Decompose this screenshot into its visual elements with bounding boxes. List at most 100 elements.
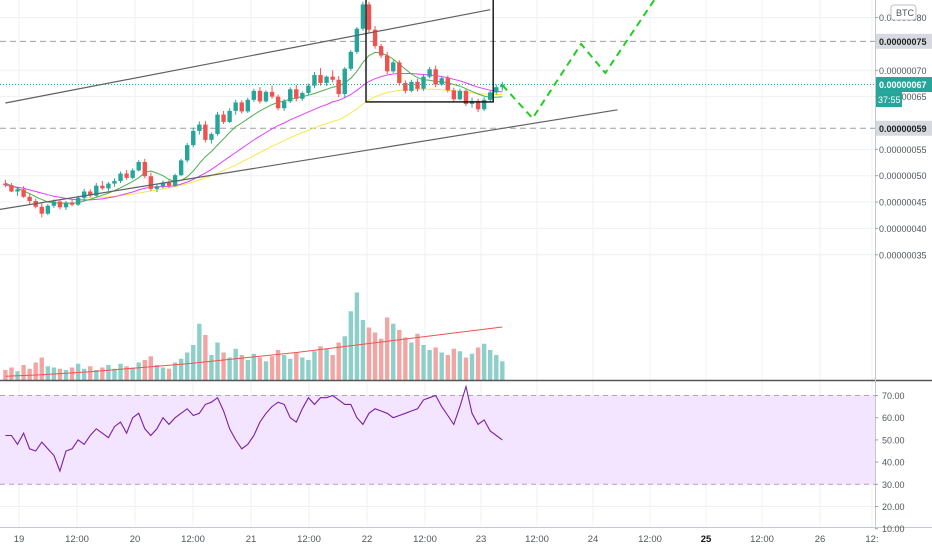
candle — [94, 183, 99, 197]
countdown-background — [876, 92, 902, 108]
time-tick-label: 12:00 — [65, 534, 89, 545]
candle — [57, 200, 63, 210]
time-tick-label: 24 — [588, 534, 599, 545]
drawings[interactable] — [0, 0, 691, 211]
volume-bar — [185, 352, 190, 380]
candle — [245, 97, 250, 113]
candle — [397, 60, 402, 86]
candle — [409, 79, 414, 93]
rsi-indicator — [5, 384, 503, 473]
candle — [215, 111, 220, 136]
candle — [112, 178, 117, 187]
candle-body — [221, 114, 226, 122]
candle-body — [488, 92, 493, 100]
volume-bar — [94, 370, 99, 380]
candle-body — [75, 197, 81, 205]
candle — [106, 182, 111, 191]
volume-bar — [57, 368, 63, 380]
time-tick-label: 12:00 — [181, 534, 205, 545]
volume-bar — [318, 346, 323, 380]
candle-body — [172, 175, 178, 186]
candle-body — [166, 182, 172, 186]
candle — [312, 71, 317, 89]
candle-body — [178, 160, 184, 176]
candle-body — [366, 4, 372, 30]
volume-bar — [154, 365, 160, 380]
candle-body — [57, 201, 63, 208]
volume-bar — [342, 336, 347, 380]
candle — [433, 65, 438, 88]
volume-bar — [275, 350, 281, 380]
candle — [27, 194, 32, 205]
candle — [227, 108, 232, 123]
moving-averages — [0, 40, 875, 377]
candle-body — [348, 51, 354, 69]
volume-bar — [421, 345, 426, 380]
volume-bar — [251, 353, 257, 380]
candle-body — [318, 75, 323, 83]
level-price-badge: 0.00000075 — [876, 33, 932, 49]
volume-bar — [142, 360, 147, 380]
volume-bar — [33, 362, 38, 380]
bar-countdown: 37:55 — [876, 92, 902, 108]
volume-bar — [372, 332, 378, 380]
candle-body — [312, 75, 317, 86]
candle — [69, 199, 75, 207]
candle-body — [185, 145, 190, 161]
candle-body — [294, 89, 299, 99]
volume-bar — [457, 351, 463, 380]
volume-bar — [45, 366, 51, 380]
candle — [288, 87, 293, 103]
candle — [233, 99, 238, 115]
candle-body — [403, 82, 408, 91]
candle — [88, 189, 93, 198]
rsi-tick-label: 30.00 — [882, 480, 905, 490]
candle — [9, 183, 14, 193]
candle — [354, 27, 360, 54]
candle — [306, 83, 311, 96]
price-badge-background — [876, 77, 932, 93]
candle — [281, 99, 287, 111]
candle-body — [245, 99, 250, 112]
candle-body — [342, 68, 347, 95]
candle — [378, 43, 384, 59]
candle-body — [372, 29, 378, 47]
candle-body — [427, 69, 432, 77]
volume-bar — [469, 353, 475, 380]
volume-bar — [415, 333, 420, 380]
price-badge-background — [876, 120, 932, 136]
volume-bar — [463, 357, 469, 380]
candle-body — [81, 191, 87, 198]
time-tick-label: 12:00 — [413, 534, 437, 545]
candle — [403, 80, 408, 94]
rsi-tick-label: 20.00 — [882, 502, 905, 512]
candle-body — [100, 185, 105, 189]
candle-body — [288, 89, 293, 102]
candle-body — [233, 102, 238, 111]
candle — [469, 97, 475, 108]
price-tick-label: 0.00000040 — [879, 224, 927, 234]
volume-bar — [148, 356, 154, 380]
candle-body — [39, 206, 44, 214]
price-axis[interactable]: 0.000001000.000000950.000000900.00000085… — [875, 0, 932, 534]
candle-body — [336, 79, 341, 95]
candle-body — [330, 76, 335, 80]
time-axis[interactable]: 19 12:00 20 12:00 21 12:00 22 12:00 23 12:00 24 12:… — [14, 534, 879, 545]
time-tick-label: 12: — [865, 534, 878, 545]
volume-bar — [27, 368, 32, 380]
candle — [415, 78, 420, 92]
volume-bar — [366, 327, 372, 380]
candles[interactable] — [3, 1, 505, 218]
rsi-overbought-oversold-band — [0, 395, 875, 485]
volume-bar — [209, 355, 214, 380]
candle-body — [160, 182, 166, 187]
candle — [197, 121, 202, 135]
candle — [439, 76, 444, 86]
candle — [63, 200, 69, 210]
volume-bar — [269, 356, 275, 380]
candle-body — [215, 114, 220, 135]
price-tick-label: 0.00000035 — [879, 250, 927, 260]
volume-bar — [172, 362, 178, 380]
